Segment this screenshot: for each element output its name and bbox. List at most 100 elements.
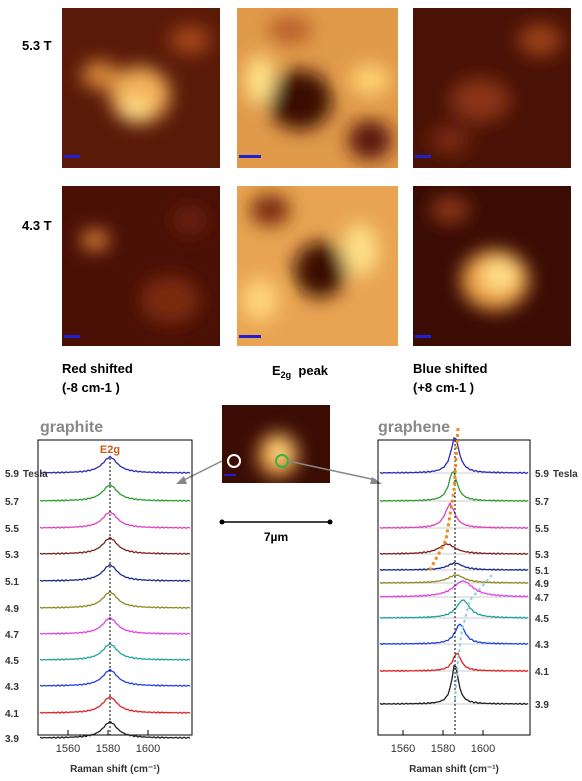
scale-bar-end [327, 519, 333, 525]
column-label: E2g peak [272, 363, 329, 380]
field-value: 4.9 [535, 579, 549, 590]
x-tick-label: 1560 [391, 743, 415, 755]
field-value: 5.9 [5, 469, 19, 480]
field-label: 5.7 [535, 497, 549, 508]
connector [183, 460, 223, 481]
x-tick-label: 1600 [471, 743, 495, 755]
peak-label: E2g [100, 444, 120, 456]
spectrum [39, 510, 191, 530]
plot-title: graphite [40, 419, 103, 436]
spectrum [39, 536, 191, 556]
x-axis-label: Raman shift (cm⁻¹) [70, 764, 160, 775]
spectrum [379, 599, 529, 620]
field-value: 4.9 [5, 604, 19, 615]
column-label: Red shifted [62, 361, 133, 376]
spectrum [39, 616, 191, 636]
field-label: 3.9 [5, 734, 19, 745]
spectrum [379, 623, 529, 646]
heatmap [62, 8, 220, 168]
field-unit: Tesla [23, 469, 48, 480]
spectrum [379, 542, 529, 556]
field-label: 3.9 [535, 700, 549, 711]
spectrum [379, 574, 529, 585]
spectrum [39, 720, 191, 740]
trend-line [428, 427, 460, 571]
spectrum [379, 664, 529, 706]
field-value: 4.7 [535, 593, 549, 604]
field-label: 5.5 [5, 524, 19, 535]
spectrum [39, 563, 191, 583]
trend-line [454, 574, 493, 701]
field-label: 4.7 [535, 593, 549, 604]
field-value: 3.9 [535, 700, 549, 711]
field-label: 5.7 [5, 497, 19, 508]
x-tick-label: 1560 [56, 743, 80, 755]
spectrum [39, 483, 191, 503]
field-value: 4.5 [5, 656, 19, 667]
field-label: 4.3 [535, 640, 549, 651]
field-label: 5.3 [535, 550, 549, 561]
field-label: 4.1 [5, 709, 19, 720]
field-label: 5.9 Tesla [535, 469, 578, 480]
heatmap [237, 186, 398, 346]
spectrum [39, 642, 191, 662]
x-axis-label: Raman shift (cm⁻¹) [409, 764, 499, 775]
column-label: Blue shifted [413, 361, 487, 376]
column-label: (+8 cm-1 ) [413, 380, 474, 395]
heatmap [237, 8, 398, 168]
field-label: 4.9 [5, 604, 19, 615]
x-tick-label: 1580 [96, 743, 120, 755]
spectrum [39, 455, 191, 475]
heatmap [413, 186, 571, 346]
column-label: (-8 cm-1 ) [62, 380, 120, 395]
field-value: 4.3 [535, 640, 549, 651]
spectrum [39, 695, 191, 715]
heatmap [62, 186, 220, 346]
arrow-head [176, 476, 187, 484]
spectrum [39, 668, 191, 688]
row-label: 5.3 T [22, 38, 52, 53]
spectrum [379, 652, 529, 673]
connector [287, 460, 377, 481]
heatmap [413, 8, 571, 168]
field-value: 5.5 [535, 524, 549, 535]
scale-bar-end [219, 519, 225, 525]
label-part: E [272, 363, 281, 378]
label-part: peak [291, 363, 329, 378]
heatmap [222, 405, 330, 483]
field-label: 4.7 [5, 630, 19, 641]
field-value: 5.1 [535, 566, 549, 577]
spectrum [379, 580, 529, 598]
spectrum [379, 561, 529, 572]
field-unit: Tesla [553, 469, 578, 480]
field-label: 4.5 [535, 614, 549, 625]
spectrum [379, 502, 529, 530]
field-label: 4.5 [5, 656, 19, 667]
field-label: 4.3 [5, 682, 19, 693]
field-value: 5.1 [5, 577, 19, 588]
plot-frame [37, 439, 193, 736]
field-value: 5.3 [5, 550, 19, 561]
spectrum [379, 436, 529, 475]
scale-label: 7µm [264, 530, 288, 544]
field-label: 5.3 [5, 550, 19, 561]
field-value: 3.9 [5, 734, 19, 745]
field-value: 5.9 [535, 469, 549, 480]
field-value: 4.3 [5, 682, 19, 693]
field-value: 5.7 [535, 497, 549, 508]
field-label: 4.1 [535, 667, 549, 678]
spectrum [39, 590, 191, 610]
field-label: 5.9 Tesla [5, 469, 48, 480]
field-label: 5.1 [535, 566, 549, 577]
marker-circle [227, 454, 241, 468]
field-label: 4.9 [535, 579, 549, 590]
x-tick-label: 1600 [136, 743, 160, 755]
field-label: 5.5 [535, 524, 549, 535]
plot-title: graphene [378, 419, 450, 436]
field-value: 4.1 [535, 667, 549, 678]
x-tick-label: 1580 [431, 743, 455, 755]
field-value: 5.7 [5, 497, 19, 508]
field-value: 4.5 [535, 614, 549, 625]
label-part: 2g [281, 370, 292, 380]
